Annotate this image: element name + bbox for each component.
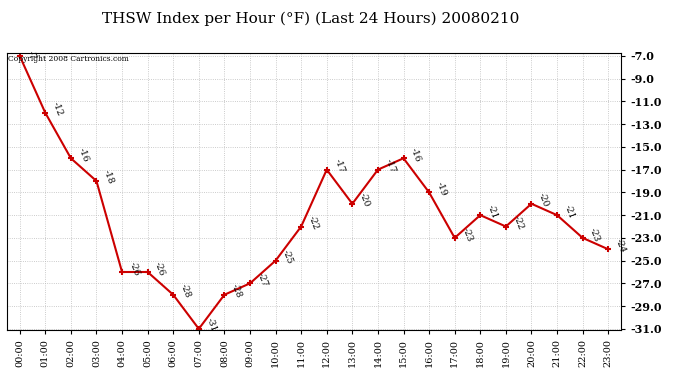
Text: -16: -16 <box>77 146 90 163</box>
Text: -27: -27 <box>255 272 269 288</box>
Text: -24: -24 <box>614 237 627 254</box>
Text: Copyright 2008 Cartronics.com: Copyright 2008 Cartronics.com <box>8 55 129 63</box>
Text: -26: -26 <box>153 260 166 277</box>
Text: -19: -19 <box>435 180 448 197</box>
Text: -18: -18 <box>102 169 115 186</box>
Text: -21: -21 <box>562 203 576 220</box>
Text: -16: -16 <box>409 146 422 163</box>
Text: -20: -20 <box>537 192 551 208</box>
Text: -28: -28 <box>179 283 192 300</box>
Text: -31: -31 <box>204 317 218 334</box>
Text: -17: -17 <box>384 158 397 174</box>
Text: THSW Index per Hour (°F) (Last 24 Hours) 20080210: THSW Index per Hour (°F) (Last 24 Hours)… <box>102 11 519 26</box>
Text: -12: -12 <box>51 101 64 117</box>
Text: -23: -23 <box>588 226 602 243</box>
Text: -17: -17 <box>333 158 346 174</box>
Text: -26: -26 <box>128 260 141 277</box>
Text: -22: -22 <box>511 215 524 231</box>
Text: -25: -25 <box>281 249 295 266</box>
Text: -22: -22 <box>307 215 320 231</box>
Text: -21: -21 <box>486 203 499 220</box>
Text: -20: -20 <box>358 192 371 208</box>
Text: -7: -7 <box>26 50 37 61</box>
Text: -28: -28 <box>230 283 244 300</box>
Text: -23: -23 <box>460 226 473 243</box>
